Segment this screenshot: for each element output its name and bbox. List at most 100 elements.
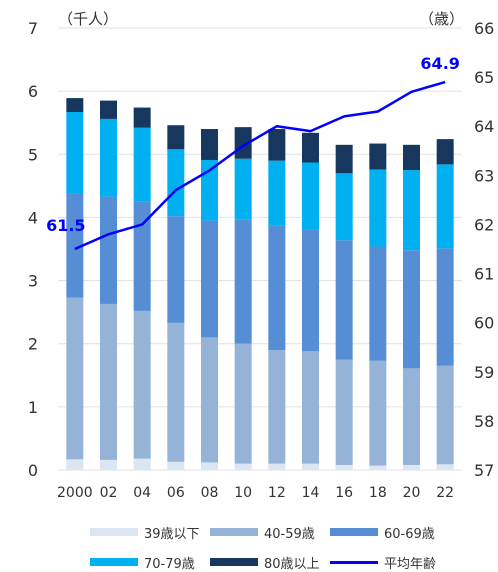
bar-segment <box>66 111 84 194</box>
y-right-tick-label: 57 <box>474 461 494 480</box>
y-tick-label: 3 <box>28 272 38 291</box>
bar-segment <box>302 351 319 464</box>
legend: 39歳以下 40-59歳 60-69歳 <box>0 522 498 542</box>
bar-segment <box>133 458 151 470</box>
bar-segment <box>201 337 218 463</box>
bar-segment <box>268 463 286 470</box>
bar-segment <box>436 139 454 165</box>
line-data-label: 61.5 <box>46 216 85 235</box>
bar-segment <box>133 310 151 459</box>
bar-segment <box>100 118 117 197</box>
bar-segment <box>133 107 151 128</box>
bar-segment <box>66 297 84 460</box>
bar-segment <box>234 158 252 220</box>
bar-segment <box>335 240 353 360</box>
bar-segment <box>369 465 387 470</box>
legend-row-2: 70-79歳 80歳以上 平均年齢 <box>0 552 498 572</box>
bar-segment <box>234 127 252 159</box>
bar-segment <box>403 170 420 251</box>
legend-swatch-70-79 <box>90 558 138 566</box>
legend-item-60-69: 60-69歳 <box>330 522 435 542</box>
bar-segment <box>436 365 454 465</box>
y-right-tick-label: 64 <box>474 117 494 136</box>
y-right-tick-label: 65 <box>474 68 494 87</box>
legend-item-70-79: 70-79歳 <box>90 552 195 572</box>
legend-swatch-40-59 <box>210 528 258 536</box>
bar-segment <box>335 464 353 470</box>
x-tick-label: 10 <box>234 485 252 501</box>
y-right-tick-label: 63 <box>474 166 494 185</box>
bar-segment <box>403 368 420 465</box>
y-tick-label: 5 <box>28 145 38 164</box>
y-right-tick-label: 62 <box>474 215 494 234</box>
bar-segment <box>167 216 185 323</box>
bar-segment <box>436 464 454 470</box>
legend-item-under-39: 39歳以下 <box>90 522 200 542</box>
bar-segment <box>302 162 319 230</box>
legend-label-60-69: 60-69歳 <box>384 526 435 542</box>
bar-segment <box>234 343 252 464</box>
x-tick-label: 06 <box>167 485 185 501</box>
y-tick-label: 4 <box>28 208 38 227</box>
x-tick-label: 16 <box>335 485 353 501</box>
bar-segment <box>302 463 319 470</box>
bar-segment <box>66 459 84 470</box>
bar-segment <box>268 160 286 226</box>
y-right-tick-label: 59 <box>474 363 494 382</box>
y-right-axis-label: （歳） <box>419 10 464 28</box>
bar-segment <box>201 220 218 338</box>
x-tick-label: 22 <box>436 485 454 501</box>
bar-segment <box>167 461 185 470</box>
x-tick-label: 12 <box>268 485 286 501</box>
legend-label-70-79: 70-79歳 <box>144 556 195 572</box>
y-right-tick-label: 58 <box>474 412 494 431</box>
bar-segment <box>335 144 353 174</box>
line-data-label: 64.9 <box>420 54 459 73</box>
x-tick-label: 20 <box>403 485 421 501</box>
bar-segment <box>302 132 319 163</box>
legend-item-80-plus: 80歳以上 <box>210 552 320 572</box>
bar-segment <box>436 248 454 366</box>
legend-label-40-59: 40-59歳 <box>264 526 315 542</box>
y-right-tick-label: 66 <box>474 19 494 38</box>
bar-segment <box>369 143 387 170</box>
bar-segment <box>403 144 420 171</box>
x-tick-label: 14 <box>302 485 320 501</box>
bar-segment <box>403 250 420 369</box>
bar-segment <box>268 350 286 464</box>
bar-segment <box>100 303 117 460</box>
x-tick-label: 04 <box>133 485 151 501</box>
bar-segment <box>268 129 286 161</box>
bar-segment <box>167 322 185 462</box>
x-tick-label: 08 <box>201 485 219 501</box>
x-tick-label: 02 <box>100 485 118 501</box>
average-age-line <box>74 80 446 251</box>
bar-segment <box>436 164 454 249</box>
legend-label-80-plus: 80歳以上 <box>264 556 320 572</box>
y-tick-label: 1 <box>28 398 38 417</box>
bar-segment <box>369 360 387 466</box>
bar-segment <box>201 462 218 470</box>
x-tick-label: 2000 <box>57 485 93 501</box>
bar-segment <box>335 173 353 241</box>
bar-segment <box>268 225 286 351</box>
legend-swatch-under-39 <box>90 528 138 536</box>
bar-segment <box>403 464 420 470</box>
bar-segment <box>369 169 387 247</box>
bar-segment <box>100 459 117 470</box>
legend-item-40-59: 40-59歳 <box>210 522 315 542</box>
x-tick-label: 18 <box>369 485 387 501</box>
legend-swatch-60-69 <box>330 528 378 536</box>
y-axis-label: （千人） <box>58 10 118 28</box>
y-right-tick-label: 60 <box>474 314 494 333</box>
legend-item-average-age: 平均年齢 <box>330 552 436 572</box>
y-tick-label: 6 <box>28 82 38 101</box>
bar-segment <box>100 196 117 304</box>
legend-swatch-average-age <box>330 560 378 564</box>
bar-segment <box>167 125 185 150</box>
bar-segment <box>234 463 252 470</box>
bar-segment <box>66 98 84 112</box>
bar-segment <box>167 149 185 217</box>
bar-segment <box>302 229 319 352</box>
